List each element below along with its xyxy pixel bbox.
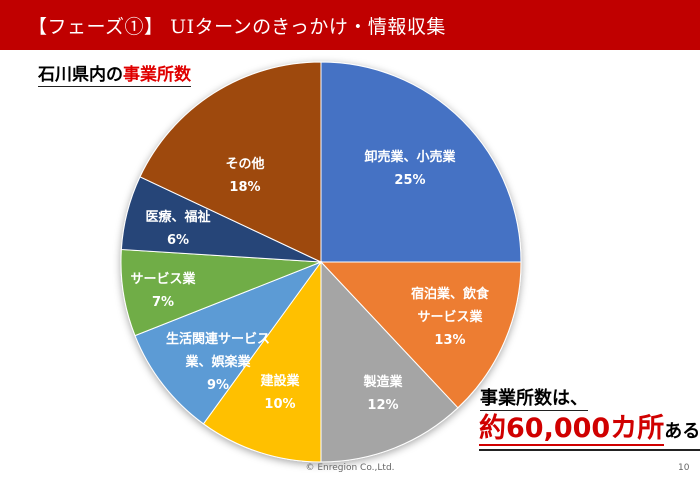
slice-percent: 13% (434, 333, 466, 348)
page-number: 10 (678, 463, 690, 473)
copyright: © Enregion Co.,Ltd. (305, 463, 395, 473)
slice-category: 生活関連サービス (165, 332, 271, 347)
note-count: 約60,000カ所 (479, 413, 665, 446)
slice-category: サービス業 (130, 272, 196, 287)
slice-label-2: 宿泊業、飲食 サービス業 13% (411, 283, 489, 352)
note-line2: 約60,000カ所ある (479, 412, 700, 451)
slice-category: サービス業 (417, 310, 483, 325)
slice-category: 卸売業、小売業 (364, 150, 456, 165)
slice-category: 医療、福祉 (145, 210, 211, 225)
note-tail: ある (664, 421, 700, 442)
pie-slice-5 (134, 260, 323, 425)
slice-percent: 9% (206, 378, 230, 393)
slice-label-6: サービス業 7% (130, 268, 195, 314)
pie-slice-3 (320, 260, 459, 463)
slice-percent: 6% (166, 233, 190, 248)
chart-subtitle: 石川県内の事業所数 (38, 64, 191, 87)
note-line1: 事業所数は、 (480, 388, 588, 411)
slice-percent: 10% (264, 397, 296, 412)
slice-percent: 18% (229, 180, 261, 195)
slice-label-7: 医療、福祉 6% (145, 206, 210, 252)
slice-label-3: 製造業 12% (363, 371, 402, 417)
slice-percent: 7% (151, 295, 175, 310)
subtitle-highlight: 事業所数 (123, 65, 191, 85)
slice-label-4: 建設業 10% (260, 370, 299, 416)
slice-label-1: 卸売業、小売業 25% (364, 146, 455, 192)
slice-percent: 12% (367, 398, 399, 413)
slice-category: その他 (225, 157, 265, 172)
slice-category: 業、娯楽業 (185, 355, 251, 370)
header-bar: 【フェーズ①】 UIターンのきっかけ・情報収集 (0, 0, 700, 50)
slice-label-8: その他 18% (225, 153, 264, 199)
subtitle-prefix: 石川県内の (38, 65, 123, 85)
pie-slice-1 (320, 61, 522, 263)
slice-category: 製造業 (363, 375, 403, 390)
pie-slice-2 (319, 261, 522, 409)
pie-slice-8 (139, 61, 322, 263)
slice-category: 建設業 (260, 374, 300, 389)
slice-label-5: 生活関連サービス 業、娯楽業 9% (166, 328, 270, 397)
pie-slice-4 (202, 260, 322, 463)
slice-category: 宿泊業、飲食 (410, 287, 490, 302)
slice-percent: 25% (394, 173, 426, 188)
page-title: 【フェーズ①】 UIターンのきっかけ・情報収集 (28, 16, 446, 38)
